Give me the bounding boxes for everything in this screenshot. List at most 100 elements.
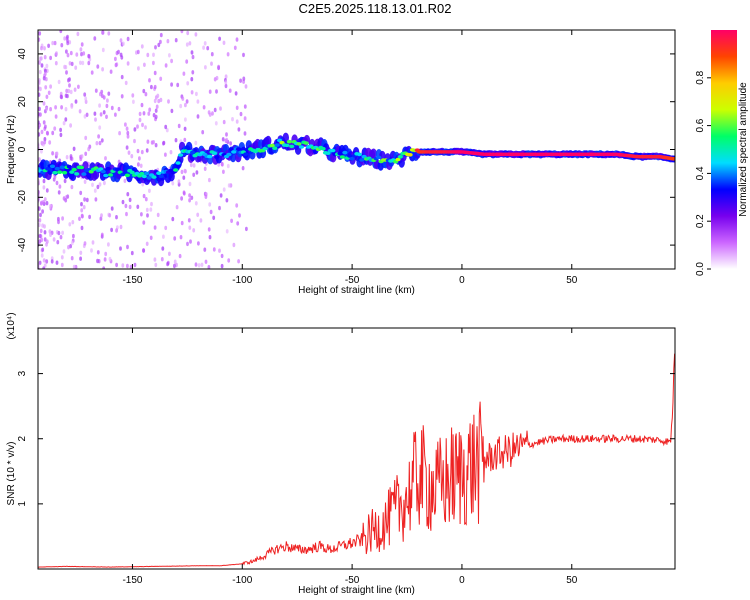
ridge-core — [81, 172, 87, 176]
noise-cell — [79, 256, 82, 261]
noise-cell — [160, 257, 164, 262]
noise-cell — [83, 197, 86, 202]
noise-cell — [196, 212, 200, 217]
noise-cell — [126, 263, 129, 269]
noise-cell — [222, 119, 226, 125]
noise-cell — [91, 182, 94, 187]
noise-cell — [119, 224, 123, 230]
noise-cell — [55, 180, 59, 186]
noise-cell — [184, 102, 187, 108]
ridge-core — [397, 155, 403, 159]
noise-cell — [70, 104, 74, 109]
noise-cell — [173, 236, 177, 241]
noise-cell — [63, 36, 67, 41]
noise-cell — [142, 220, 146, 225]
noise-cell — [106, 98, 109, 103]
noise-cell — [57, 230, 61, 236]
noise-cell — [60, 262, 64, 268]
noise-cell — [57, 190, 61, 195]
noise-cell — [105, 114, 108, 120]
noise-cell — [42, 200, 45, 205]
noise-cell — [52, 237, 56, 242]
noise-cell — [115, 215, 118, 220]
noise-cell — [65, 155, 69, 160]
ridge-core — [272, 146, 278, 150]
noise-cell — [242, 52, 245, 58]
noise-cell — [221, 137, 225, 142]
noise-cell — [78, 216, 81, 221]
noise-cell — [212, 215, 216, 220]
noise-cell — [103, 180, 106, 186]
noise-cell — [68, 222, 72, 227]
noise-cell — [209, 209, 213, 215]
noise-cell — [38, 157, 41, 162]
x-tick-label: -50 — [345, 575, 360, 586]
noise-cell — [199, 218, 203, 223]
noise-cell — [108, 213, 112, 218]
noise-cell — [136, 148, 140, 154]
noise-cell — [235, 119, 239, 124]
ridge-core — [407, 153, 413, 157]
noise-cell — [192, 163, 196, 168]
noise-cell — [119, 246, 122, 251]
y-tick-label: 2 — [17, 436, 28, 442]
noise-cell — [142, 111, 146, 116]
noise-cell — [195, 91, 198, 97]
ridge-core — [74, 172, 80, 176]
plot-area — [38, 328, 675, 569]
noise-cell — [180, 30, 184, 34]
noise-cell — [204, 65, 207, 70]
noise-cell — [119, 38, 123, 43]
snr-line — [38, 353, 675, 568]
ridge-core — [105, 166, 111, 171]
noise-cell — [59, 132, 63, 138]
noise-cell — [104, 156, 107, 161]
noise-cell — [44, 71, 47, 77]
noise-cell — [47, 43, 50, 48]
noise-cell — [170, 108, 174, 114]
noise-cell — [144, 197, 148, 202]
noise-cell — [185, 99, 189, 104]
noise-cell — [43, 55, 47, 60]
noise-cell — [239, 78, 243, 83]
noise-cell — [110, 105, 114, 111]
noise-cell — [41, 209, 44, 214]
noise-cell — [142, 88, 146, 94]
noise-cell — [128, 204, 132, 210]
ridge-core — [173, 168, 179, 172]
noise-cell — [186, 81, 190, 86]
noise-cell — [239, 111, 243, 117]
noise-cell — [204, 194, 208, 199]
noise-cell — [202, 105, 206, 110]
noise-cell — [173, 263, 176, 269]
noise-cell — [177, 123, 181, 129]
noise-cell — [236, 221, 240, 226]
noise-cell — [54, 105, 57, 110]
noise-cell — [107, 242, 110, 247]
noise-cell — [114, 62, 118, 68]
noise-cell — [170, 82, 174, 87]
noise-cell — [218, 205, 221, 211]
ridge-core — [337, 151, 343, 156]
noise-cell — [88, 214, 91, 220]
noise-cell — [156, 93, 160, 99]
ridge-core — [670, 157, 675, 161]
noise-cell — [70, 184, 74, 190]
noise-cell — [120, 94, 124, 99]
noise-cell — [60, 105, 63, 110]
noise-cell — [225, 229, 229, 234]
noise-cell — [64, 117, 68, 122]
noise-cell — [43, 237, 47, 242]
y-tick-label: -20 — [17, 190, 28, 205]
noise-cell — [224, 74, 228, 79]
ridge-core — [226, 152, 232, 157]
noise-cell — [144, 92, 148, 97]
noise-cell — [164, 63, 168, 68]
noise-cell — [67, 88, 71, 94]
noise-cell — [177, 179, 181, 184]
noise-cell — [243, 104, 247, 109]
noise-cell — [103, 257, 107, 262]
noise-cell — [41, 247, 45, 252]
noise-cell — [184, 117, 187, 122]
